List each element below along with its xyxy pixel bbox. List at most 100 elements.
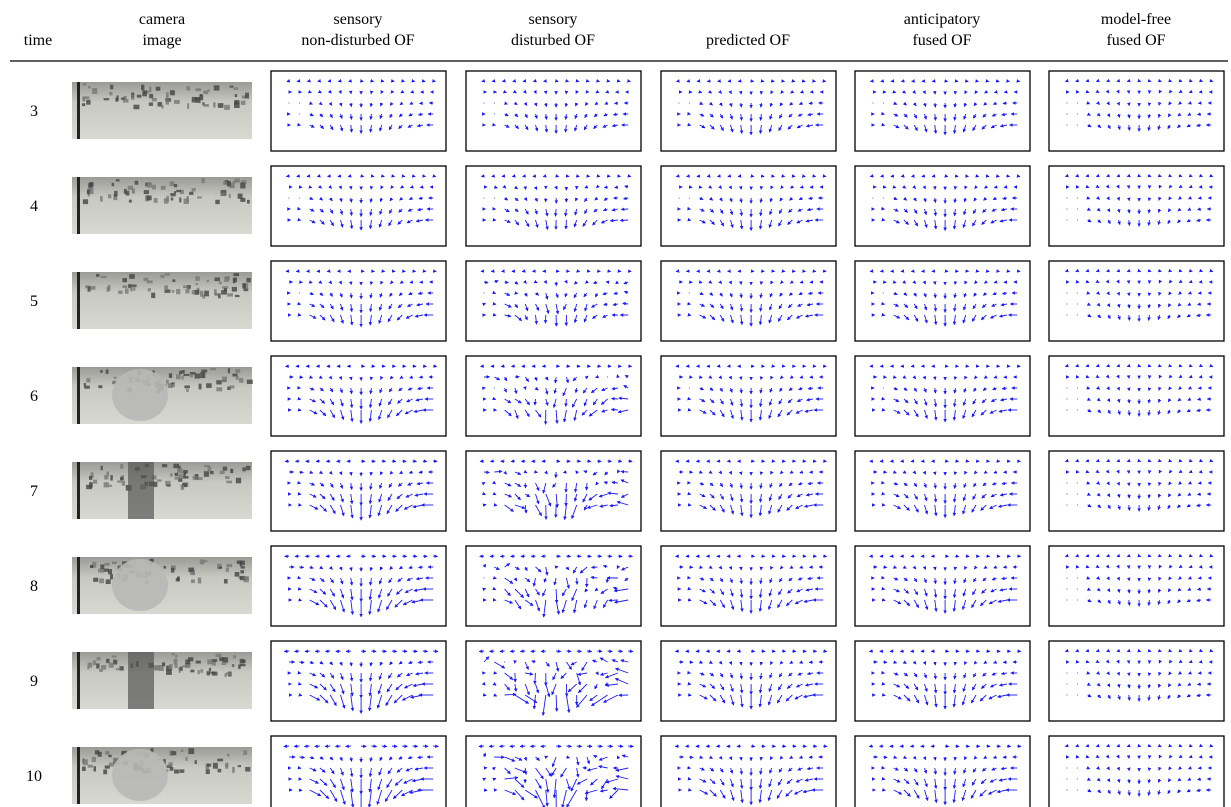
flow-arrow <box>413 461 417 462</box>
flow-panel <box>855 356 1030 436</box>
flow-dot <box>1067 304 1068 305</box>
flow-arrow <box>1096 366 1098 367</box>
flow-arrow <box>782 651 786 652</box>
flow-dot <box>679 198 680 199</box>
flow-arrow <box>935 757 936 760</box>
flow-arrow <box>761 662 762 665</box>
flow-dot <box>1067 684 1068 685</box>
camera-speckle <box>235 369 240 373</box>
flow-dot <box>299 114 300 115</box>
flow-arrow <box>1149 366 1151 367</box>
flow-arrow <box>686 651 690 652</box>
camera-speckle <box>174 184 177 187</box>
flow-arrow <box>542 556 546 557</box>
camera-speckle <box>206 769 210 774</box>
camera-pole <box>77 557 80 614</box>
panel-frame <box>1049 356 1224 436</box>
camera-speckle <box>174 769 179 773</box>
flow-arrow <box>556 746 561 747</box>
flow-panel <box>1049 71 1224 151</box>
flow-arrow <box>727 746 731 747</box>
flow-arrow <box>1211 746 1213 747</box>
camera-speckle <box>112 562 117 565</box>
flow-arrow <box>1127 176 1129 177</box>
camera-blur <box>112 559 168 611</box>
flow-arrow <box>1017 461 1020 462</box>
camera-speckle <box>207 671 211 675</box>
flow-arrow <box>772 746 776 747</box>
flow-arrow <box>1179 377 1180 378</box>
flow-arrow <box>901 556 904 557</box>
flow-arrow <box>1180 651 1182 652</box>
camera-speckle <box>218 103 224 108</box>
flow-arrow <box>285 556 289 557</box>
flow-arrow <box>523 81 525 82</box>
flow-arrow <box>890 461 893 462</box>
camera-speckle <box>143 278 148 281</box>
camera-speckle <box>157 479 161 481</box>
flow-arrow <box>347 366 350 367</box>
camera-speckle <box>110 475 112 480</box>
flow-arrow <box>751 746 755 747</box>
flow-dot <box>1067 410 1068 411</box>
flow-arrow <box>728 366 731 367</box>
camera-speckle <box>104 482 109 487</box>
camera-speckle <box>112 183 115 186</box>
camera-speckle <box>112 655 117 657</box>
flow-arrow <box>317 366 320 367</box>
flow-dot <box>1067 209 1068 210</box>
flow-arrow <box>986 651 990 652</box>
flow-arrow <box>1108 662 1109 663</box>
flow-arrow <box>587 271 590 272</box>
flow-arrow <box>1117 176 1119 177</box>
flow-arrow <box>751 271 754 272</box>
flow-arrow <box>296 461 300 462</box>
flow-arrow <box>707 271 710 272</box>
flow-arrow <box>1170 651 1172 652</box>
flow-arrow <box>521 556 525 557</box>
flow-arrow <box>1180 746 1182 747</box>
flow-dot <box>1067 695 1068 696</box>
flow-arrow <box>697 271 700 272</box>
camera-speckle <box>101 276 107 278</box>
flow-arrow <box>1180 556 1182 557</box>
flow-panel <box>466 546 641 626</box>
camera-object <box>128 652 154 709</box>
flow-arrow <box>494 399 495 400</box>
flow-arrow <box>346 746 351 747</box>
flow-arrow <box>338 81 340 82</box>
flow-dot <box>494 114 495 115</box>
camera-pole <box>77 272 80 329</box>
flow-arrow <box>761 81 763 82</box>
flow-arrow <box>531 556 535 557</box>
panel-frame <box>1049 641 1224 721</box>
camera-speckle <box>176 190 181 192</box>
camera-speckle <box>135 181 139 185</box>
flow-arrow <box>880 651 884 652</box>
flow-arrow <box>921 651 925 652</box>
flow-arrow <box>371 377 372 380</box>
camera-image <box>72 177 252 234</box>
flow-arrow <box>900 746 904 747</box>
flow-arrow <box>901 366 904 367</box>
flow-arrow <box>1117 746 1119 747</box>
flow-arrow <box>870 271 873 272</box>
flow-arrow <box>1169 282 1170 283</box>
camera-speckle <box>210 471 214 474</box>
flow-arrow <box>751 176 754 177</box>
flow-panel <box>271 261 446 341</box>
flow-arrow <box>932 176 935 177</box>
flow-arrow <box>1065 651 1067 652</box>
flow-arrow <box>955 662 956 665</box>
camera-speckle <box>109 92 112 95</box>
camera-speckle <box>219 566 222 568</box>
flow-arrow <box>479 651 484 652</box>
flow-arrow <box>1098 472 1099 473</box>
flow-arrow <box>1191 651 1193 652</box>
flow-arrow <box>761 651 765 652</box>
flow-arrow <box>413 746 418 747</box>
flow-arrow <box>371 271 374 272</box>
camera-speckle <box>96 274 99 277</box>
flow-arrow <box>371 366 374 367</box>
flow-arrow <box>556 651 561 652</box>
